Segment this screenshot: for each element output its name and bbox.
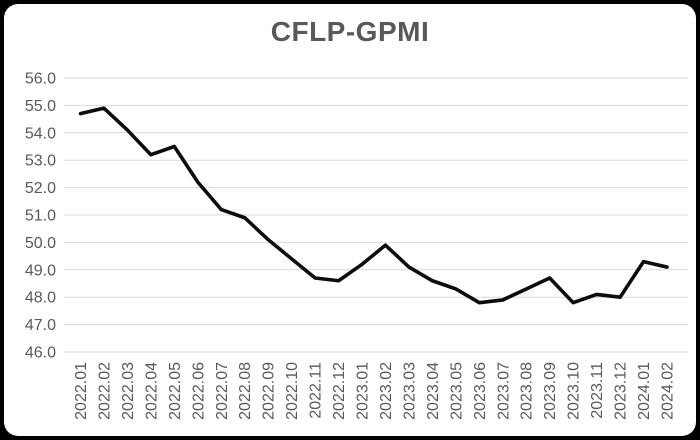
x-tick-label: 2023.01: [355, 362, 372, 420]
x-tick-label: 2022.12: [331, 362, 348, 420]
x-tick-label: 2023.08: [519, 362, 536, 420]
y-tick-label: 51.0: [25, 208, 56, 225]
y-tick-label: 50.0: [25, 235, 56, 252]
x-tick-label: 2023.10: [566, 362, 583, 420]
x-tick-label: 2023.07: [495, 362, 512, 420]
x-tick-label: 2022.01: [73, 362, 90, 420]
y-tick-label: 48.0: [25, 290, 56, 307]
x-tick-label: 2023.05: [448, 362, 465, 420]
x-tick-label: 2022.04: [143, 362, 160, 420]
x-tick-label: 2022.02: [96, 362, 113, 420]
x-tick-label: 2024.02: [660, 362, 677, 420]
x-tick-label: 2022.11: [308, 362, 325, 419]
x-tick-label: 2022.10: [284, 362, 301, 420]
y-tick-label: 55.0: [25, 98, 56, 115]
y-tick-label: 49.0: [25, 262, 56, 279]
x-tick-label: 2022.07: [214, 362, 231, 420]
pmi-line: [78, 106, 669, 305]
x-tick-label: 2023.06: [472, 362, 489, 420]
x-tick-label: 2022.03: [120, 362, 137, 420]
x-tick-label: 2022.08: [237, 362, 254, 420]
y-tick-label: 54.0: [25, 125, 56, 142]
y-tick-label: 56.0: [25, 71, 56, 88]
x-tick-label: 2023.03: [401, 362, 418, 420]
x-tick-label: 2024.01: [636, 362, 653, 420]
chart-title: CFLP-GPMI: [270, 16, 430, 47]
x-tick-label: 2023.02: [378, 362, 395, 420]
x-tick-label: 2023.04: [425, 362, 442, 420]
y-tick-label: 52.0: [25, 180, 56, 197]
y-tick-label: 47.0: [25, 317, 56, 334]
x-tick-label: 2022.06: [190, 362, 207, 420]
y-axis-labels: 56.0 55.0 54.0 53.0 52.0 51.0 50.0 49.0 48.0 47.0…: [25, 71, 56, 362]
x-tick-label: 2022.05: [167, 362, 184, 420]
gridlines: [64, 77, 688, 353]
x-axis-labels: 2022.01 2022.02 2022.03 2022.04 2022.05 2022.…: [73, 362, 677, 420]
x-tick-label: 2022.09: [261, 362, 278, 420]
chart-panel: [4, 4, 696, 436]
x-tick-label: 2023.09: [542, 362, 559, 420]
y-tick-label: 53.0: [25, 153, 56, 170]
x-tick-label: 2023.11: [589, 362, 606, 419]
x-tick-label: 2023.12: [613, 362, 630, 420]
y-tick-label: 46.0: [25, 345, 56, 362]
